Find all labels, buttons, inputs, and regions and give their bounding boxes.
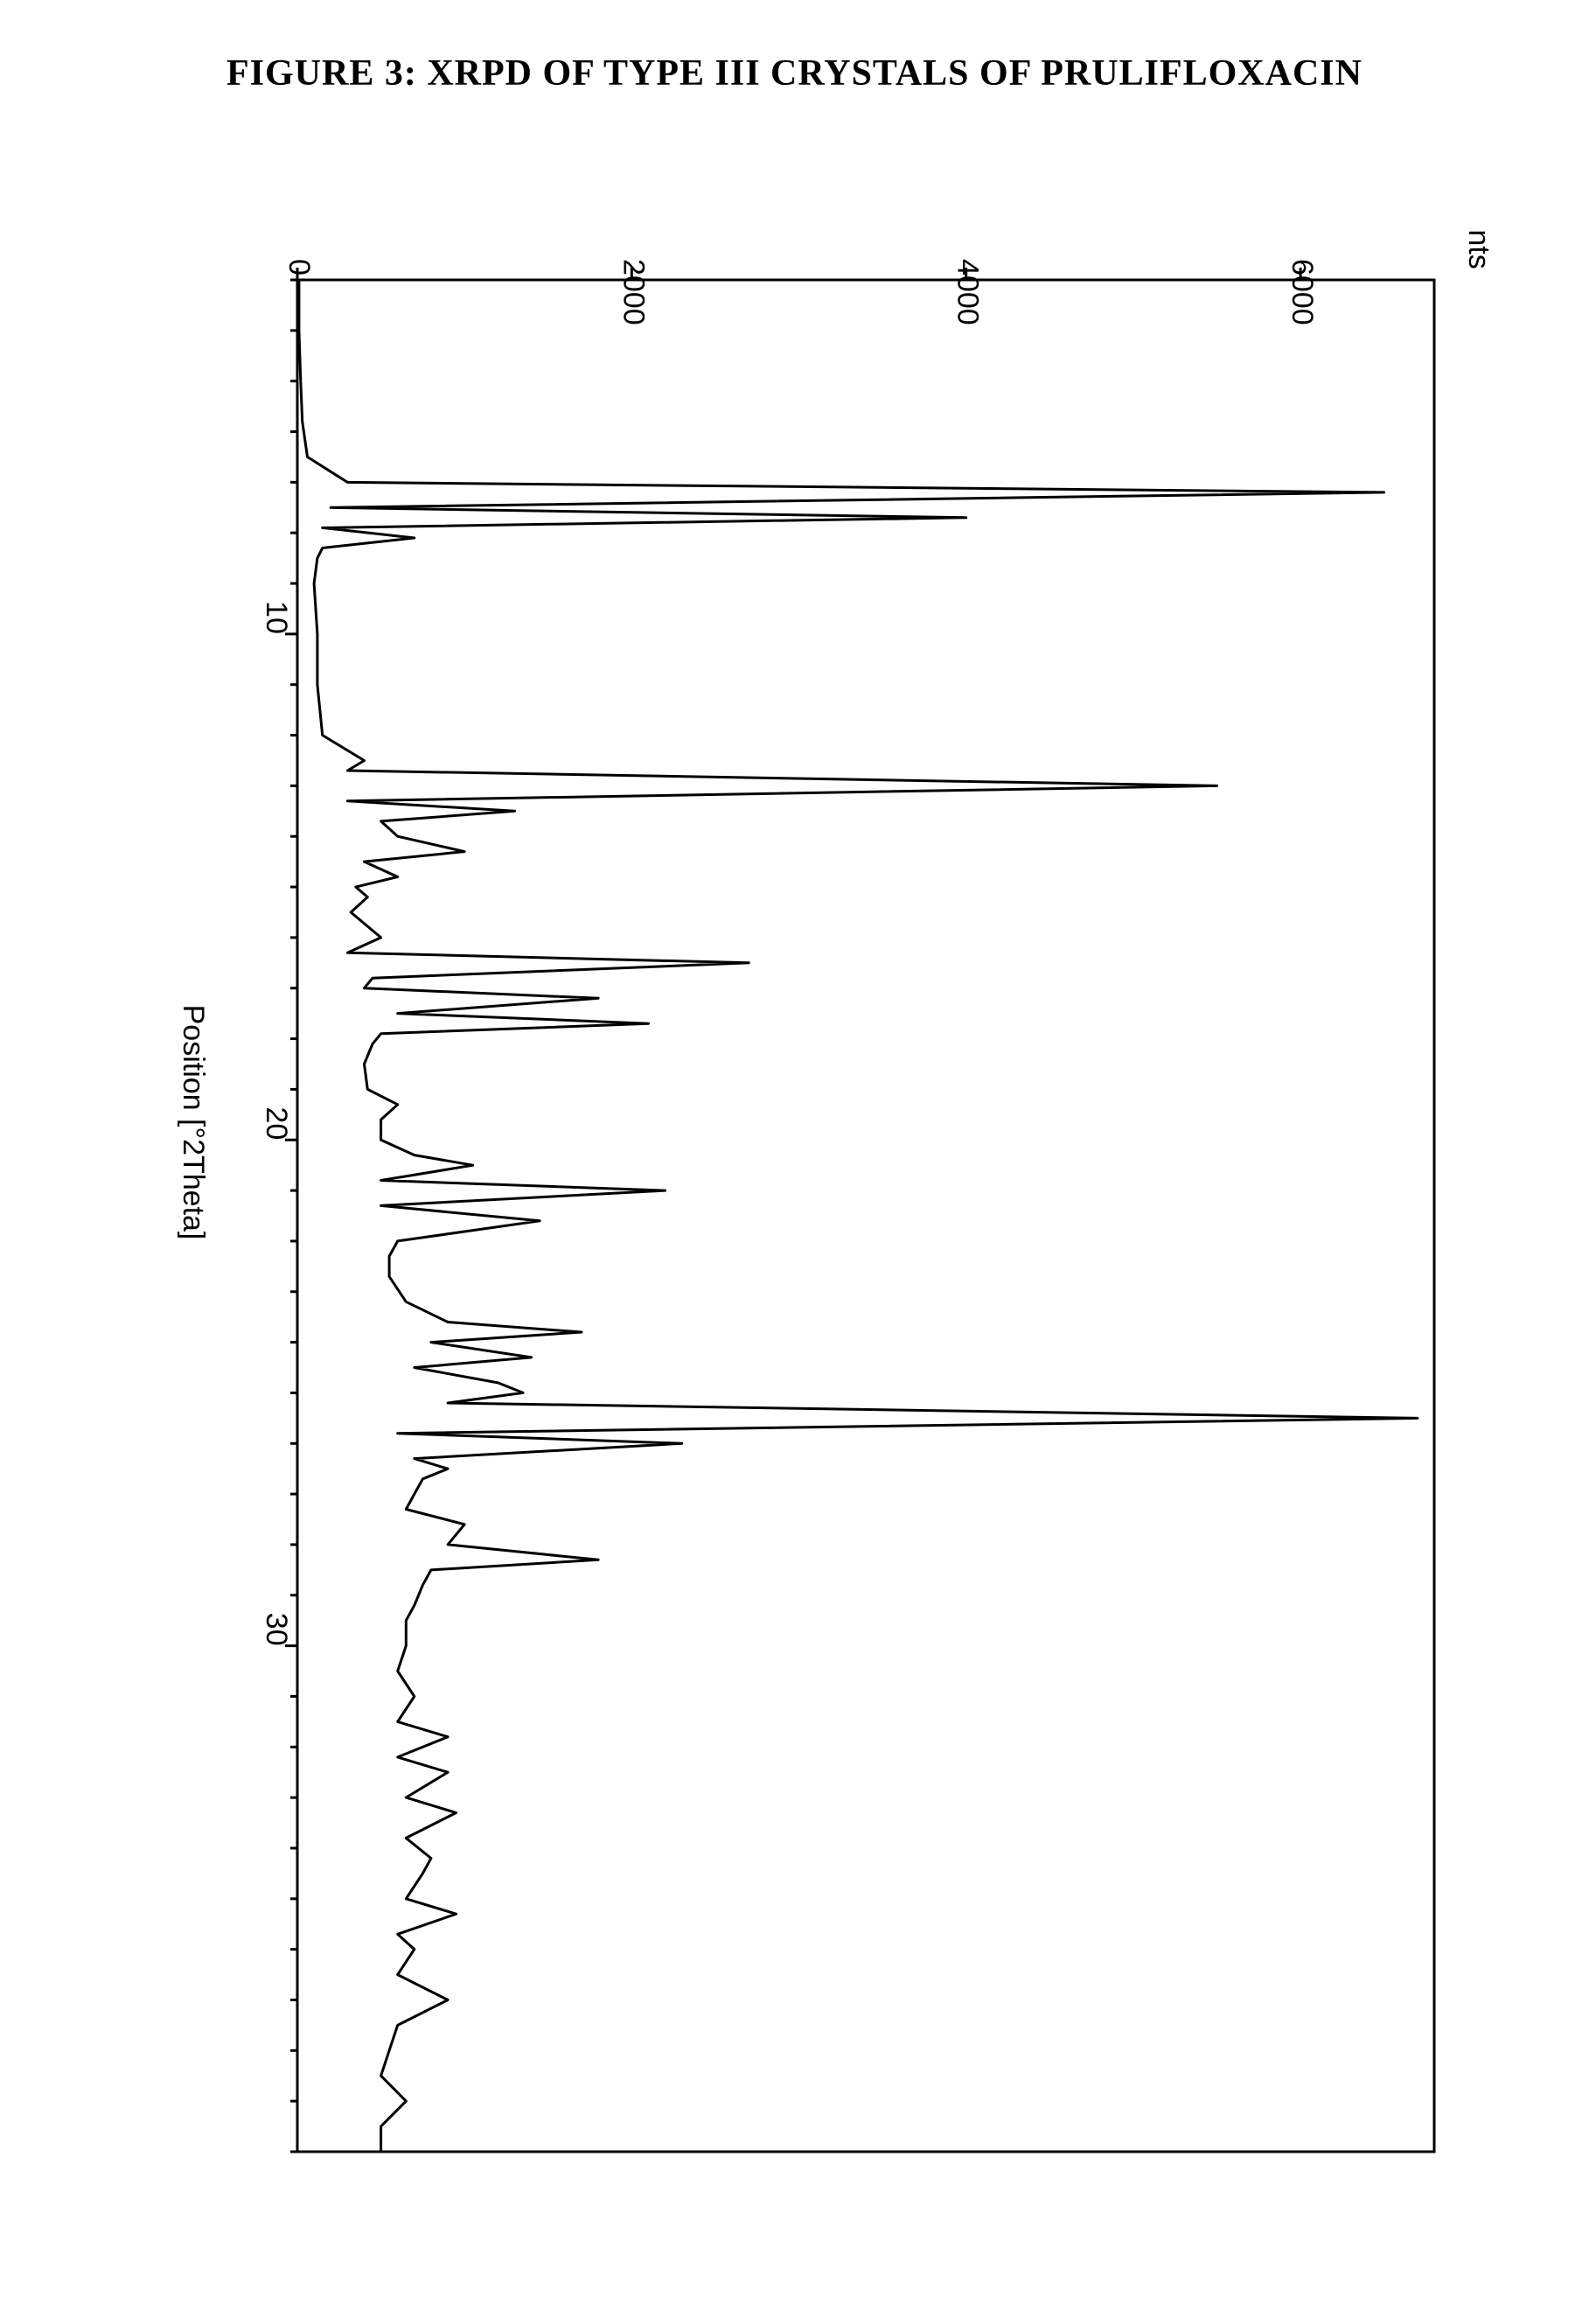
svg-text:6000: 6000 — [1286, 259, 1319, 325]
svg-text:4000: 4000 — [951, 259, 985, 325]
svg-text:0: 0 — [282, 259, 316, 276]
page: FIGURE 3: XRPD OF TYPE III CRYSTALS OF P… — [0, 0, 1589, 2324]
svg-text:20: 20 — [260, 1106, 293, 1140]
svg-text:2000: 2000 — [617, 259, 650, 325]
svg-text:Position [°2Theta]: Position [°2Theta] — [177, 1005, 210, 1240]
svg-text:30: 30 — [260, 1613, 293, 1646]
svg-text:Counts: Counts — [1462, 227, 1495, 269]
figure-title: FIGURE 3: XRPD OF TYPE III CRYSTALS OF P… — [0, 52, 1589, 94]
svg-text:10: 10 — [260, 601, 293, 634]
chart-svg: 0 2000 4000 6000 Counts 10 20 30 Position [°2The… — [105, 227, 1504, 2239]
xrpd-chart: 0 2000 4000 6000 Counts 10 20 30 Position [°2The… — [105, 227, 1504, 2239]
